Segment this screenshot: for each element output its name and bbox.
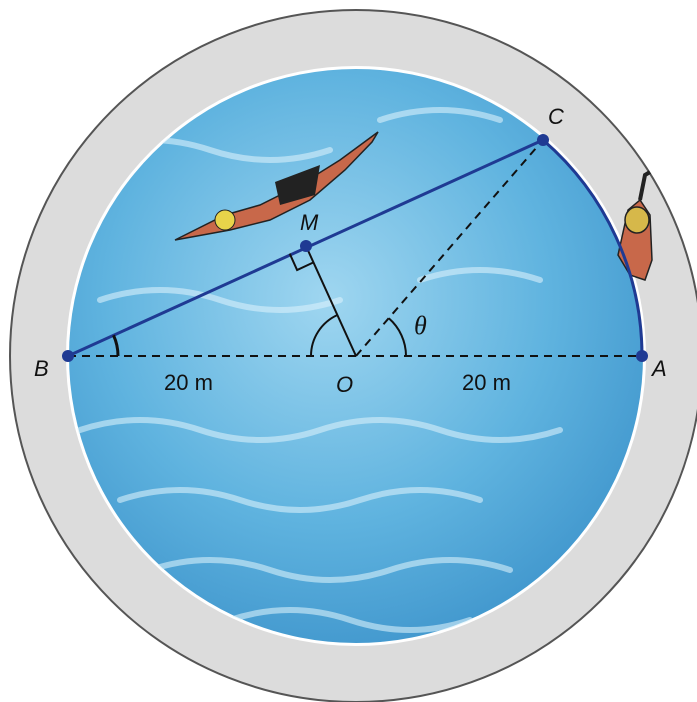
angle-mark-theta: [388, 317, 407, 357]
label-a: A: [650, 356, 667, 381]
arc-ca: [542, 138, 644, 357]
point-a: [636, 350, 648, 362]
right-angle-mark: [288, 253, 314, 272]
angle-mark-o: [310, 314, 338, 357]
radius-oc: [355, 139, 544, 357]
point-c: [537, 134, 549, 146]
swimmer: [174, 131, 379, 241]
angle-mark-b: [112, 334, 120, 357]
label-b: B: [34, 356, 49, 381]
point-b: [62, 350, 74, 362]
waves: [77, 107, 563, 633]
distance-label: 20 m: [462, 370, 511, 395]
point-m: [300, 240, 312, 252]
distance-label: 20 m: [164, 370, 213, 395]
label-o: O: [336, 372, 353, 397]
points: [62, 134, 648, 362]
label-m: M: [300, 210, 319, 235]
segment-om: [305, 245, 357, 357]
label-theta: θ: [414, 311, 427, 340]
label-c: C: [548, 104, 564, 129]
